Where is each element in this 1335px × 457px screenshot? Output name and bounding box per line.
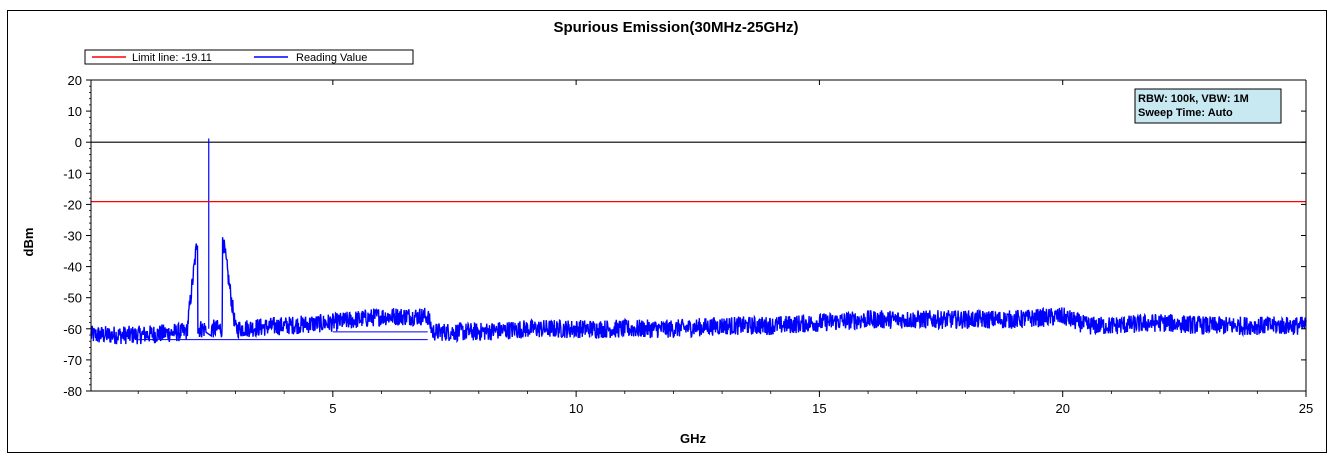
x-tick-label: 25 [1299,401,1313,416]
legend-box [84,49,414,65]
info-rbw-vbw: RBW: 100k, VBW: 1M [1138,93,1249,105]
x-tick-label: 20 [1055,401,1069,416]
x-tick-label: 10 [569,401,583,416]
y-tick-label: -70 [63,353,82,368]
y-tick-label: 0 [75,135,82,150]
legend: Limit line: -19.11 Reading Value [84,49,414,65]
legend-reading-label: Reading Value [296,52,367,64]
info-box-background [1134,88,1282,124]
y-tick-label: -80 [63,384,82,399]
series-reading-value [90,237,1307,345]
chart-title: Spurious Emission(30MHz-25GHz) [553,19,798,36]
y-axis-title: dBm [21,228,36,257]
measurement-info-box: RBW: 100k, VBW: 1M Sweep Time: Auto [1134,88,1282,124]
y-tick-label: -60 [63,322,82,337]
y-tick-label: -30 [63,229,82,244]
spurious-emission-chart: Spurious Emission(30MHz-25GHz) Limit lin… [21,19,1313,446]
y-tick-label: 20 [68,73,82,88]
x-tick-label: 5 [329,401,336,416]
chart-frame: Spurious Emission(30MHz-25GHz) Limit lin… [7,10,1327,453]
plot-area [90,138,1307,345]
y-tick-label: -40 [63,260,82,275]
y-tick-label: -10 [63,166,82,181]
info-sweep-time: Sweep Time: Auto [1138,107,1233,119]
axis-layer: 20 10 0 -10 -20 -30 -40 -50 -60 -70 -80 5 10 15 20 25 [63,73,1313,416]
y-tick-label: 10 [68,104,82,119]
legend-limit-label: Limit line: -19.11 [132,52,212,64]
y-tick-label: -20 [63,197,82,212]
y-tick-label: -50 [63,291,82,306]
x-axis-title: GHz [680,431,707,446]
x-tick-label: 15 [812,401,826,416]
